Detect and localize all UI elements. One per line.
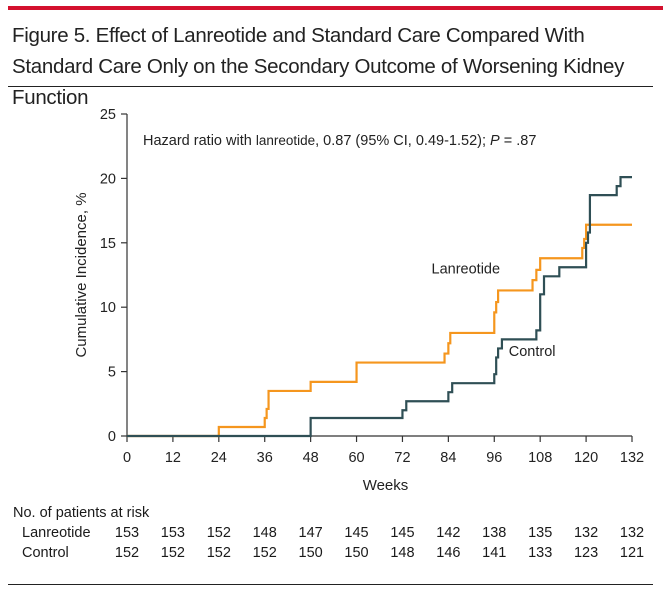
risk-count: 133 — [528, 545, 553, 561]
risk-count: 132 — [573, 525, 599, 541]
x-axis-label: Weeks — [363, 477, 409, 494]
risk-count: 147 — [298, 525, 323, 541]
series-line-control — [127, 176, 632, 438]
figure-title: Figure 5. Effect of Lanreotide and Stand… — [12, 24, 625, 109]
series-label-lanreotide: Lanreotide — [432, 262, 501, 278]
risk-count: 141 — [482, 545, 507, 561]
y-axis-label: Cumulative Incidence, % — [73, 192, 90, 357]
risk-count: 148 — [390, 545, 415, 561]
y-tick-label: 20 — [100, 171, 116, 187]
x-tick-label: 60 — [348, 450, 364, 466]
series-label-control: Control — [509, 344, 556, 360]
top-rule — [8, 86, 653, 87]
y-tick-label: 10 — [100, 300, 116, 316]
risk-count: 152 — [252, 545, 277, 561]
annotation-part: P — [490, 133, 500, 149]
risk-count: 145 — [390, 525, 415, 541]
x-tick-label: 96 — [486, 450, 502, 466]
y-tick-label: 5 — [108, 365, 116, 381]
risk-row-label: Control — [22, 545, 69, 561]
x-tick-label: 24 — [211, 450, 227, 466]
cumulative-incidence-chart: 0 5 10 15 20 25 0 12 24 36 48 60 72 84 96 108 120 132 Week… — [73, 107, 644, 494]
risk-count: 152 — [206, 545, 231, 561]
annotation-part: Hazard ratio with — [143, 133, 256, 149]
annotation-part: , 0.87 (95% CI, 0.49-1.52); — [315, 133, 490, 149]
y-tick-label: 0 — [108, 429, 116, 445]
risk-count: 142 — [436, 525, 461, 541]
risk-count: 152 — [160, 545, 185, 561]
risk-count: 153 — [160, 525, 185, 541]
hazard-ratio-annotation: Hazard ratio with lanreotide, 0.87 (95% … — [143, 133, 536, 149]
x-tick-label: 72 — [394, 450, 410, 466]
risk-count: 138 — [482, 525, 507, 541]
risk-table-header: No. of patients at risk — [13, 505, 150, 521]
risk-count: 150 — [344, 545, 369, 561]
risk-row-label: Lanreotide — [22, 525, 91, 541]
risk-count: 132 — [619, 525, 645, 541]
x-tick-label: 84 — [440, 450, 456, 466]
risk-count: 148 — [252, 525, 277, 541]
annotation-part: = .87 — [500, 133, 537, 149]
risk-count: 121 — [619, 545, 645, 561]
risk-count: 146 — [436, 545, 461, 561]
risk-count: 123 — [573, 545, 599, 561]
risk-count: 150 — [298, 545, 323, 561]
x-tick-label: 120 — [574, 450, 598, 466]
series-line-lanreotide — [127, 223, 632, 438]
x-tick-label: 12 — [165, 450, 181, 466]
risk-count: 153 — [114, 525, 140, 541]
x-tick-label: 0 — [123, 450, 131, 466]
x-tick-label: 48 — [303, 450, 319, 466]
bottom-rule — [8, 584, 653, 585]
risk-count: 145 — [344, 525, 369, 541]
y-tick-label: 15 — [100, 236, 116, 252]
x-tick-label: 36 — [257, 450, 273, 466]
annotation-part: lanreotide — [256, 133, 315, 148]
x-tick-label: 132 — [620, 450, 644, 466]
risk-count: 135 — [528, 525, 553, 541]
x-tick-label: 108 — [528, 450, 552, 466]
y-tick-label: 25 — [100, 107, 116, 123]
risk-count: 152 — [114, 545, 140, 561]
accent-bar — [8, 6, 663, 10]
risk-count: 152 — [206, 525, 231, 541]
risk-table: No. of patients at risk Lanreotide 153 153… — [0, 500, 671, 580]
